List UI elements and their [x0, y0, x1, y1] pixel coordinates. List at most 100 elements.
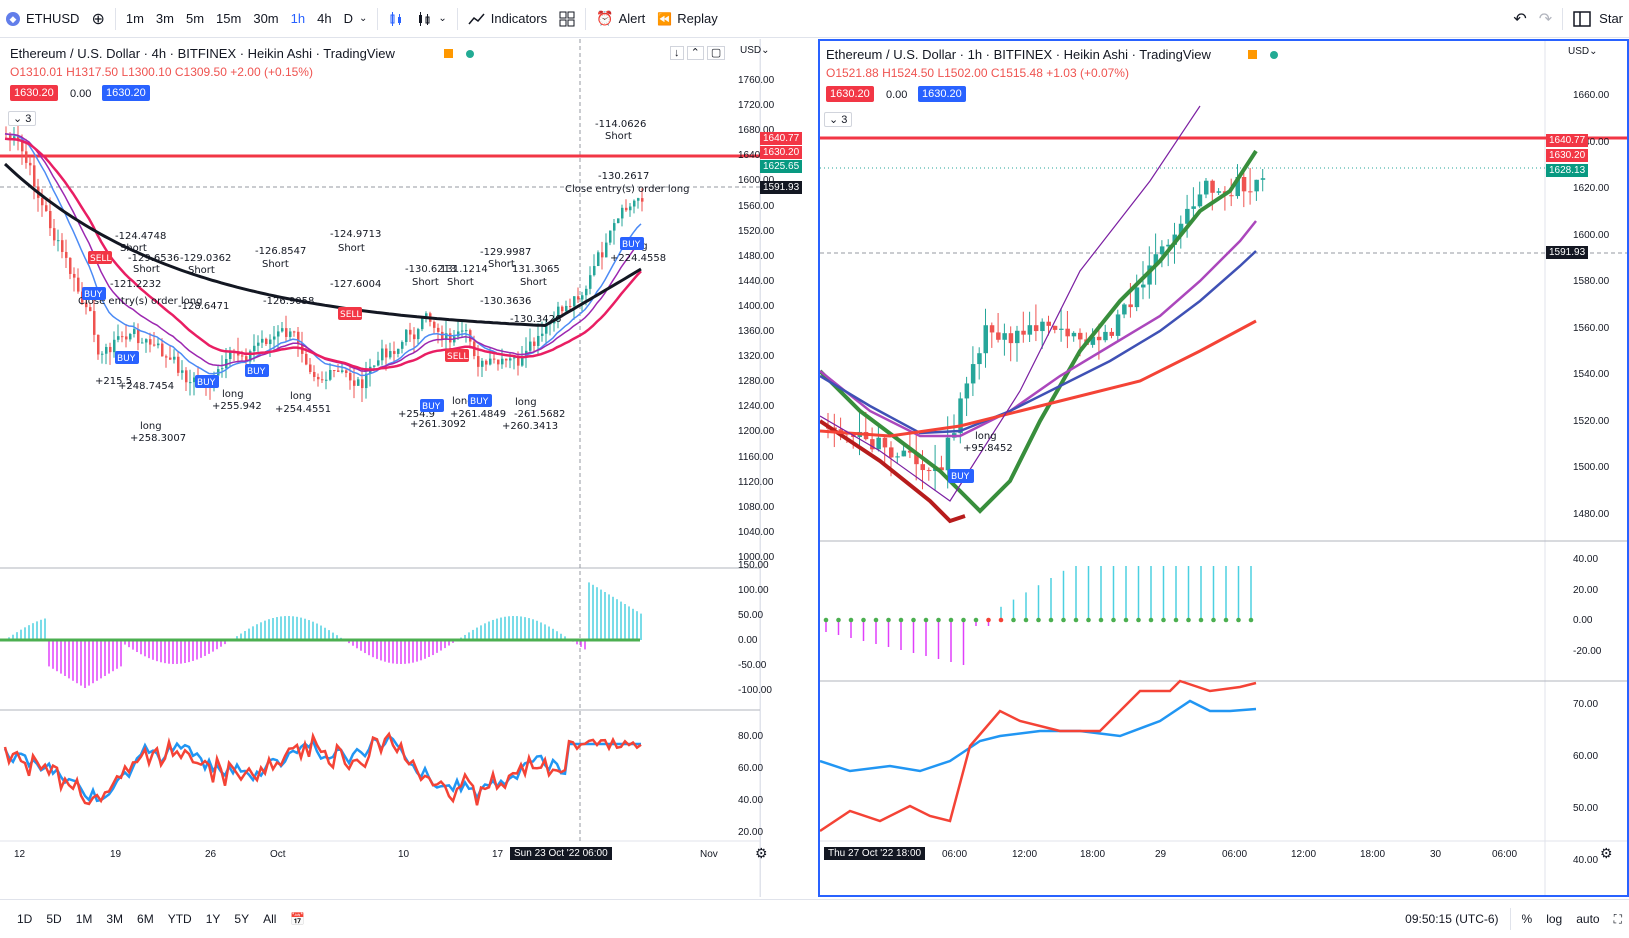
- candle-body: [313, 371, 316, 377]
- candle-body: [617, 218, 620, 224]
- candle-body: [293, 331, 296, 333]
- range-1y[interactable]: 1Y: [205, 912, 221, 926]
- candle-body: [870, 439, 875, 450]
- candle-body: [413, 334, 416, 340]
- range-6m[interactable]: 6M: [137, 912, 154, 926]
- candle-body: [1185, 208, 1190, 224]
- candle-body: [161, 343, 164, 357]
- candle-body: [1229, 195, 1234, 197]
- gear-icon[interactable]: ⚙: [755, 845, 768, 861]
- collapse-icon[interactable]: ⌃: [686, 46, 704, 60]
- log-toggle[interactable]: log: [1546, 912, 1563, 926]
- redo-icon: ↷: [1538, 10, 1553, 28]
- indicators-button[interactable]: Indicators: [462, 0, 553, 38]
- candle-body: [425, 313, 428, 318]
- chart-pane-left[interactable]: -114.0626 Short -130.2617 Close entry(s) or…: [0, 39, 803, 897]
- symbol-search[interactable]: ◆ ETHUSD: [0, 0, 85, 38]
- time-label: 18:00: [1080, 849, 1106, 860]
- interval-1h[interactable]: 1h: [290, 11, 306, 26]
- candle-body: [1178, 223, 1184, 235]
- signal-dot: [1161, 617, 1166, 623]
- range-5y[interactable]: 5Y: [234, 912, 250, 926]
- sell-price-button[interactable]: 1630.20: [826, 86, 874, 102]
- interval-1m[interactable]: 1m: [125, 11, 144, 26]
- candle-body: [1040, 321, 1045, 332]
- axis-label: 1660.00: [1573, 90, 1610, 101]
- interval-30m[interactable]: 30m: [253, 11, 279, 26]
- candle-body: [245, 356, 248, 362]
- candle-body: [269, 339, 272, 345]
- candle-body: [121, 336, 124, 338]
- candle-body: [309, 364, 312, 372]
- chevron-down-icon: ⌄: [438, 13, 447, 24]
- candle-body: [433, 321, 436, 328]
- rsi-red-line: [820, 679, 1257, 833]
- buy-price-button[interactable]: 1630.20: [102, 85, 150, 101]
- signal-dot: [823, 617, 829, 623]
- signal-dot: [1186, 617, 1191, 623]
- sell-price-button[interactable]: 1630.20: [10, 85, 58, 101]
- bar-style-button[interactable]: [382, 0, 410, 38]
- buy-price-button[interactable]: 1630.20: [918, 86, 966, 102]
- signal-dot: [848, 617, 854, 623]
- alert-button[interactable]: ⏰ Alert: [596, 10, 646, 26]
- candle-body: [517, 357, 520, 366]
- percent-toggle[interactable]: %: [1521, 912, 1533, 926]
- axis-label: 1440.00: [738, 275, 775, 287]
- candle-body: [920, 464, 925, 471]
- range-3m[interactable]: 3M: [106, 912, 124, 926]
- range-5d[interactable]: 5D: [46, 912, 62, 926]
- arrow-down-icon[interactable]: ↓: [670, 46, 684, 60]
- axis-label: 70.00: [1573, 699, 1599, 710]
- time-label: 10: [398, 849, 410, 860]
- interval-3m[interactable]: 3m: [155, 11, 174, 26]
- layout-split-button[interactable]: Star: [1567, 0, 1629, 38]
- candle-body: [1033, 325, 1039, 332]
- signal-dot: [986, 617, 991, 623]
- range-1m[interactable]: 1M: [75, 912, 93, 926]
- trade-annotation: +248.7454: [118, 381, 174, 392]
- chart-type-button[interactable]: ⌄: [410, 0, 452, 38]
- candle-body: [461, 330, 464, 332]
- candle-body: [1122, 304, 1127, 315]
- currency-label[interactable]: USD⌄: [1568, 46, 1598, 57]
- gear-icon[interactable]: ⚙: [1600, 845, 1613, 861]
- rsi-red-line: [3, 731, 642, 806]
- interval-d[interactable]: D ⌄: [343, 11, 368, 26]
- axis-label: -20.00: [1573, 645, 1602, 657]
- date-range-button[interactable]: 📅: [283, 912, 312, 926]
- clock-label[interactable]: 09:50:15 (UTC-6): [1405, 912, 1499, 926]
- candle-body: [457, 331, 460, 337]
- trade-annotation: +261.4849: [450, 409, 506, 420]
- currency-label[interactable]: USD⌄: [740, 45, 770, 56]
- range-1d[interactable]: 1D: [17, 912, 33, 926]
- trade-annotation: -126.9058: [263, 296, 314, 307]
- trade-annotation: -129.0362: [180, 253, 231, 264]
- chart-pane-right[interactable]: long +95.8452 BUY Ethereum / U.S. Dollar ·…: [818, 39, 1629, 897]
- interval-15m[interactable]: 15m: [216, 11, 242, 26]
- maximize-icon[interactable]: ▢: [706, 46, 726, 60]
- auto-toggle[interactable]: auto: [1576, 912, 1600, 926]
- redo-button[interactable]: ↷: [1533, 0, 1558, 38]
- indicator-collapse-toggle[interactable]: ⌄ 3: [8, 111, 37, 126]
- signal-dot: [936, 617, 941, 623]
- axis-label: 60.00: [738, 763, 764, 774]
- layout-button[interactable]: [553, 0, 581, 38]
- candle-body: [876, 437, 881, 450]
- right-chart-canvas[interactable]: long+95.8452 BUY: [820, 41, 1627, 895]
- undo-button[interactable]: ↶: [1507, 0, 1532, 38]
- candle-body: [437, 327, 440, 332]
- interval-4h[interactable]: 4h: [317, 11, 332, 26]
- indicator-collapse-toggle[interactable]: ⌄ 3: [824, 112, 853, 127]
- range-ytd[interactable]: YTD: [167, 912, 192, 926]
- candle-body: [321, 379, 324, 381]
- fullscreen-button[interactable]: ⛶: [1607, 912, 1629, 927]
- calendar-icon: 📅: [290, 912, 306, 926]
- interval-5m[interactable]: 5m: [185, 11, 205, 26]
- candle-body: [249, 351, 252, 362]
- range-all[interactable]: All: [263, 912, 277, 926]
- compare-add-button[interactable]: ⊕: [85, 0, 110, 38]
- signal-dot: [886, 617, 891, 623]
- replay-button[interactable]: ⏪ Replay: [657, 11, 718, 26]
